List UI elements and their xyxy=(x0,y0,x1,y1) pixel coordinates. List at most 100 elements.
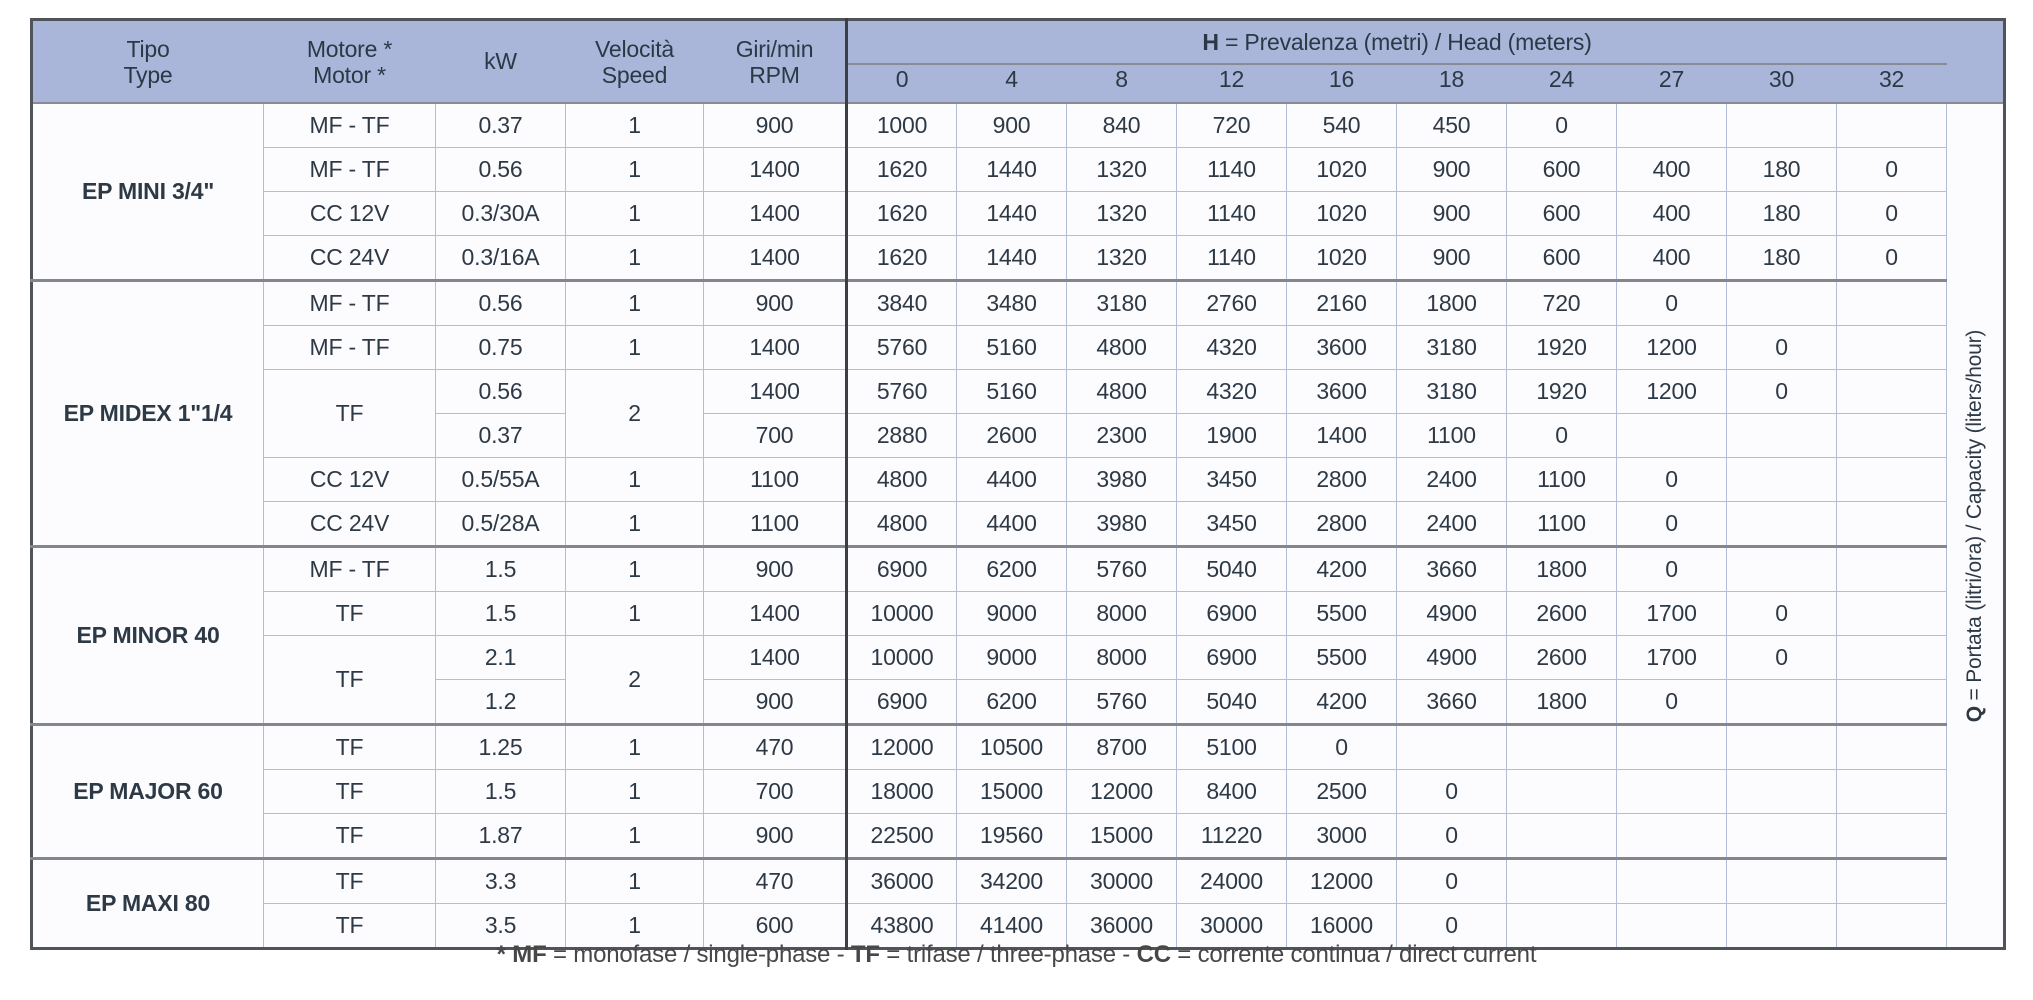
value-cell: 8700 xyxy=(1066,723,1177,770)
value-cell: 0 xyxy=(1835,235,1948,281)
value-cell: 1200 xyxy=(1616,369,1727,414)
rpm-cell: 1400 xyxy=(703,191,848,236)
value-cell: 0 xyxy=(1835,147,1948,192)
h-col-0: 0 xyxy=(846,63,957,104)
kw-cell: 0.56 xyxy=(435,369,566,414)
value-cell: 0 xyxy=(1396,857,1507,904)
table-row: 1.2 900 6900 6200 5760 5040 4200 3660 1800 0 xyxy=(32,679,2005,725)
value-cell: 1020 xyxy=(1286,235,1397,281)
value-cell: 840 xyxy=(1066,102,1177,148)
value-cell xyxy=(1726,857,1837,904)
value-cell: 1140 xyxy=(1176,191,1287,236)
value-cell: 900 xyxy=(1396,235,1507,281)
rpm-cell: 900 xyxy=(703,679,848,725)
speed-cell: 1 xyxy=(565,903,704,949)
value-cell: 0 xyxy=(1396,813,1507,859)
value-cell: 2400 xyxy=(1396,501,1507,547)
table-row: EP MINOR 40 MF - TF 1.5 1 900 6900 6200 5760 504… xyxy=(31,545,2005,725)
value-cell: 2600 xyxy=(1506,591,1617,636)
type-cell: EP MAJOR 60 xyxy=(31,723,264,859)
value-cell: 3980 xyxy=(1066,457,1177,502)
speed-cell: 1 xyxy=(565,857,704,904)
table-row: EP MAJOR 60 TF 1.25 1 470 12000 10500 8700 5100 0 xyxy=(31,723,2005,859)
value-cell: 12000 xyxy=(846,723,957,770)
value-cell xyxy=(1835,769,1948,814)
value-cell: 2800 xyxy=(1286,501,1397,547)
value-cell: 30000 xyxy=(1066,857,1177,904)
kw-cell: 0.75 xyxy=(435,325,566,370)
value-cell xyxy=(1726,679,1837,725)
value-cell: 1320 xyxy=(1066,191,1177,236)
value-cell: 0 xyxy=(1726,369,1837,414)
value-cell: 5160 xyxy=(956,369,1067,414)
value-cell: 900 xyxy=(1396,191,1507,236)
col-header-velocita: Velocità Speed xyxy=(565,19,704,104)
speed-cell: 1 xyxy=(565,457,704,502)
value-cell: 1200 xyxy=(1616,325,1727,370)
value-cell: 0 xyxy=(1616,457,1727,502)
value-cell xyxy=(1726,279,1837,326)
value-cell: 34200 xyxy=(956,857,1067,904)
col-header-tipo: Tipo Type xyxy=(31,19,264,104)
value-cell: 3660 xyxy=(1396,679,1507,725)
value-cell xyxy=(1616,102,1727,148)
rpm-cell: 600 xyxy=(703,903,848,949)
value-cell: 0 xyxy=(1506,413,1617,458)
value-cell: 2800 xyxy=(1286,457,1397,502)
value-cell: 12000 xyxy=(1286,857,1397,904)
value-cell: 4900 xyxy=(1396,635,1507,680)
value-cell: 3180 xyxy=(1396,325,1507,370)
value-cell: 1000 xyxy=(846,102,957,148)
value-cell: 0 xyxy=(1616,501,1727,547)
value-cell xyxy=(1835,501,1948,547)
kw-cell: 1.5 xyxy=(435,769,566,814)
value-cell: 6200 xyxy=(956,545,1067,592)
value-cell: 0 xyxy=(1616,545,1727,592)
h-col-27: 27 xyxy=(1616,63,1727,104)
speed-cell: 1 xyxy=(565,147,704,192)
value-cell: 720 xyxy=(1506,279,1617,326)
value-cell: 0 xyxy=(1616,679,1727,725)
value-cell: 5040 xyxy=(1176,679,1287,725)
value-cell xyxy=(1835,635,1948,680)
value-cell: 3600 xyxy=(1286,325,1397,370)
table-body: EP MINI 3/4" MF - TF 0.37 1 900 1000 900 840 720… xyxy=(31,102,2006,949)
value-cell: 540 xyxy=(1286,102,1397,148)
type-cell: EP MAXI 80 xyxy=(31,857,264,949)
value-cell: 8000 xyxy=(1066,591,1177,636)
value-cell: 36000 xyxy=(1066,903,1177,949)
value-cell: 180 xyxy=(1726,147,1837,192)
value-cell: 1920 xyxy=(1506,325,1617,370)
header-row-1: Tipo Type Motore * Motor * kW Velocità S… xyxy=(31,19,2006,104)
h-axis-title: H = Prevalenza (metri) / Head (meters) xyxy=(845,19,1948,65)
speed-cell: 1 xyxy=(565,279,704,326)
value-cell: 10000 xyxy=(846,591,957,636)
h-col-12: 12 xyxy=(1176,63,1287,104)
rpm-cell: 1400 xyxy=(703,325,848,370)
table-row: EP MINI 3/4" MF - TF 0.37 1 900 1000 900 840 720… xyxy=(31,102,2006,949)
q-axis-label: Q = Portata (litri/ora) / Capacity (lite… xyxy=(1963,329,1987,722)
kw-cell: 0.5/55A xyxy=(435,457,566,502)
motor-cell: MF - TF xyxy=(263,325,436,370)
kw-cell: 3.5 xyxy=(435,903,566,949)
value-cell: 3600 xyxy=(1286,369,1397,414)
motor-cell: TF xyxy=(263,635,436,725)
speed-cell: 1 xyxy=(565,813,704,859)
value-cell: 5760 xyxy=(846,325,957,370)
pump-spec-table: Tipo Type Motore * Motor * kW Velocità S… xyxy=(30,18,2007,950)
value-cell: 1620 xyxy=(846,191,957,236)
motor-cell: CC 12V xyxy=(263,191,436,236)
value-cell: 10500 xyxy=(956,723,1067,770)
motor-cell: CC 24V xyxy=(263,501,436,547)
rpm-cell: 1400 xyxy=(703,635,848,680)
value-cell: 3000 xyxy=(1286,813,1397,859)
type-cell: EP MIDEX 1"1/4 xyxy=(31,279,264,547)
rpm-cell: 1100 xyxy=(703,457,848,502)
h-col-32: 32 xyxy=(1835,63,1948,104)
value-cell: 3660 xyxy=(1396,545,1507,592)
value-cell: 2500 xyxy=(1286,769,1397,814)
value-cell xyxy=(1506,813,1617,859)
value-cell xyxy=(1616,903,1727,949)
value-cell: 12000 xyxy=(1066,769,1177,814)
value-cell xyxy=(1835,679,1948,725)
